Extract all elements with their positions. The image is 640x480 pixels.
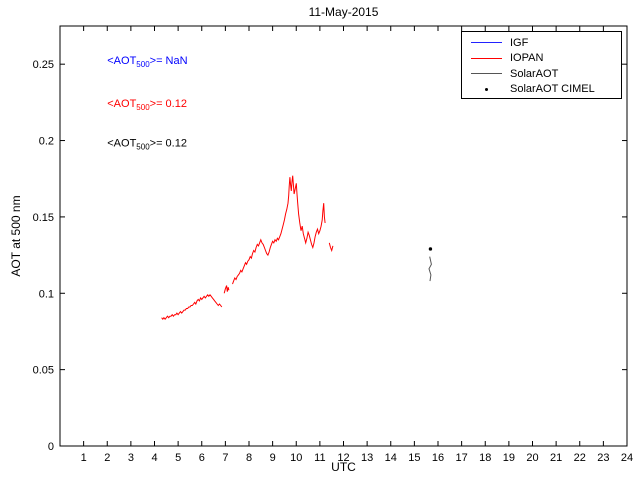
x-tick-label: 11 (314, 452, 325, 464)
legend-item-solaraot-cimel: SolarAOT CIMEL (462, 82, 621, 98)
legend-label: SolarAOT (510, 67, 559, 80)
legend-label: SolarAOT CIMEL (510, 83, 595, 96)
x-tick-label: 19 (503, 452, 515, 464)
chart-title: 11-May-2015 (308, 5, 379, 19)
x-tick-label: 12 (337, 452, 349, 464)
point-solaraot-cimel (428, 247, 433, 251)
legend-line-sample (471, 42, 502, 44)
legend-line-sample (471, 73, 502, 75)
y-tick-label: 0 (48, 441, 54, 453)
x-tick-label: 4 (151, 452, 157, 464)
line-icon (471, 73, 502, 75)
x-tick-label: 8 (246, 452, 252, 464)
y-tick-label: 0.2 (39, 136, 54, 148)
y-tick-label: 0.1 (39, 288, 54, 300)
x-tick-label: 24 (621, 452, 633, 464)
series-iopan (328, 242, 334, 253)
legend-label: IOPAN (510, 52, 544, 65)
legend: IGF IOPAN SolarAOT SolarAOT CIMEL (461, 31, 622, 99)
annotation-0: <AOT500>= NaN (107, 55, 187, 69)
x-tick-label: 2 (104, 452, 110, 464)
x-tick-label: 7 (222, 452, 228, 464)
y-tick-label: 0.15 (33, 212, 54, 224)
annotation-1: <AOT500>= 0.12 (107, 98, 187, 112)
x-axis-label: UTC (331, 460, 356, 474)
legend-dot-marker (471, 87, 502, 91)
annotation-2: <AOT500>= 0.12 (107, 138, 187, 152)
x-tick-label: 18 (479, 452, 491, 464)
series-solaraot (428, 256, 432, 282)
series-iopan (223, 285, 230, 294)
x-tick-label: 20 (526, 452, 538, 464)
x-tick-label: 15 (408, 452, 420, 464)
y-tick-label: 0.25 (33, 59, 54, 71)
legend-label: IGF (510, 36, 529, 49)
y-axis-label: AOT at 500 nm (9, 195, 23, 277)
x-tick-label: 22 (574, 452, 586, 464)
x-tick-label: 23 (597, 452, 609, 464)
x-tick-label: 5 (175, 452, 181, 464)
x-tick-label: 6 (199, 452, 205, 464)
x-tick-label: 16 (432, 452, 444, 464)
series-iopan (232, 175, 326, 285)
y-tick-label: 0.05 (33, 365, 54, 377)
legend-item-iopan: IOPAN (462, 51, 621, 67)
x-tick-label: 13 (361, 452, 373, 464)
legend-item-igf: IGF (462, 35, 621, 51)
x-tick-label: 9 (270, 452, 276, 464)
legend-item-solaraot: SolarAOT (462, 66, 621, 82)
x-tick-label: 3 (128, 452, 134, 464)
x-tick-label: 21 (550, 452, 562, 464)
x-tick-label: 17 (456, 452, 468, 464)
dot-icon (485, 87, 488, 91)
line-icon (471, 57, 502, 59)
legend-line-sample (471, 57, 502, 59)
x-tick-label: 10 (290, 452, 302, 464)
x-tick-label: 14 (385, 452, 397, 464)
x-tick-label: 1 (81, 452, 87, 464)
line-icon (471, 42, 502, 44)
series-iopan (161, 293, 223, 321)
